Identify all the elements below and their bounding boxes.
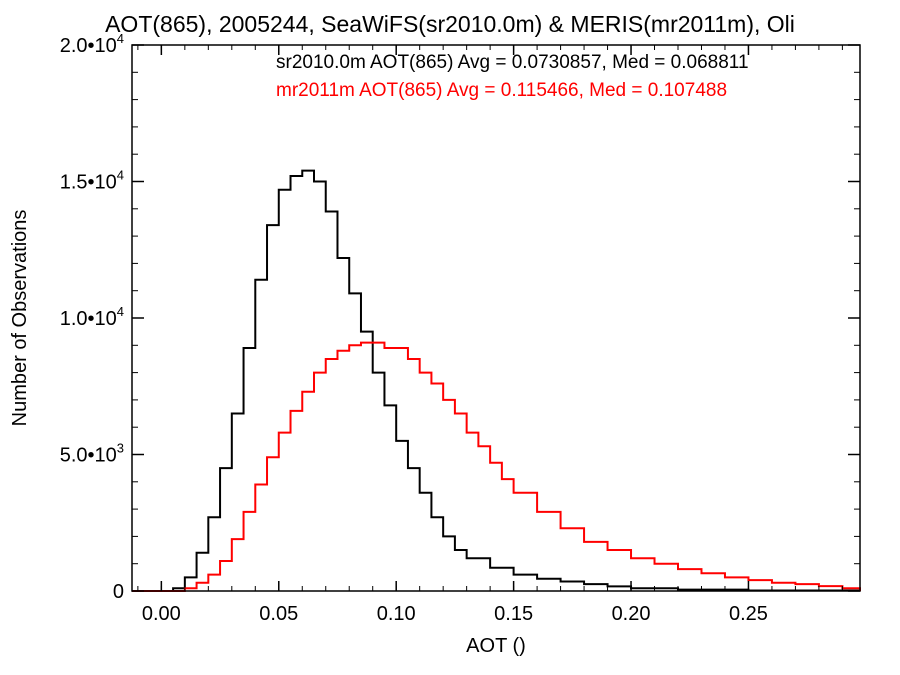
y-tick-label: 2.0•104 <box>60 31 124 57</box>
y-tick-exponent: 3 <box>117 441 124 456</box>
x-tick-label: 0.05 <box>259 603 298 625</box>
x-tick-label: 0.25 <box>729 603 768 625</box>
plot-frame <box>131 44 861 592</box>
y-tick-label: 0 <box>113 581 124 603</box>
legend-entry-sr2010: sr2010.0m AOT(865) Avg = 0.0730857, Med … <box>276 52 749 73</box>
y-tick-label: 1.5•104 <box>60 168 124 194</box>
y-tick-mantissa: 1.5•10 <box>60 172 117 194</box>
y-tick-mantissa: 2.0•10 <box>60 35 117 57</box>
x-tick-label: 0.15 <box>494 603 533 625</box>
x-tick-label: 0.10 <box>377 603 416 625</box>
y-tick-label: 5.0•103 <box>60 441 124 467</box>
y-tick-exponent: 4 <box>117 31 124 46</box>
x-axis-title: AOT () <box>466 635 526 657</box>
y-tick-mantissa: 0 <box>113 581 124 603</box>
x-tick-label: 0.00 <box>142 603 181 625</box>
y-tick-label: 1.0•104 <box>60 304 124 330</box>
y-tick-mantissa: 1.0•10 <box>60 308 117 330</box>
y-tick-mantissa: 5.0•10 <box>60 445 117 467</box>
series-line-mr2011 <box>132 341 861 592</box>
x-tick-label: 0.20 <box>612 603 651 625</box>
y-tick-exponent: 4 <box>117 168 124 183</box>
x-axis: 0.00 0.05 0.10 0.15 0.20 0.25 <box>137 45 843 625</box>
series-line-sr2010 <box>132 169 861 592</box>
legend-entry-mr2011: mr2011m AOT(865) Avg = 0.115466, Med = 0… <box>276 80 727 101</box>
y-tick-exponent: 4 <box>117 304 124 319</box>
series-layer <box>132 169 861 592</box>
legend: sr2010.0m AOT(865) Avg = 0.0730857, Med … <box>276 52 749 101</box>
y-axis-title: Number of Observations <box>9 210 31 427</box>
chart-title: AOT(865), 2005244, SeaWiFS(sr2010.0m) & … <box>105 11 795 37</box>
